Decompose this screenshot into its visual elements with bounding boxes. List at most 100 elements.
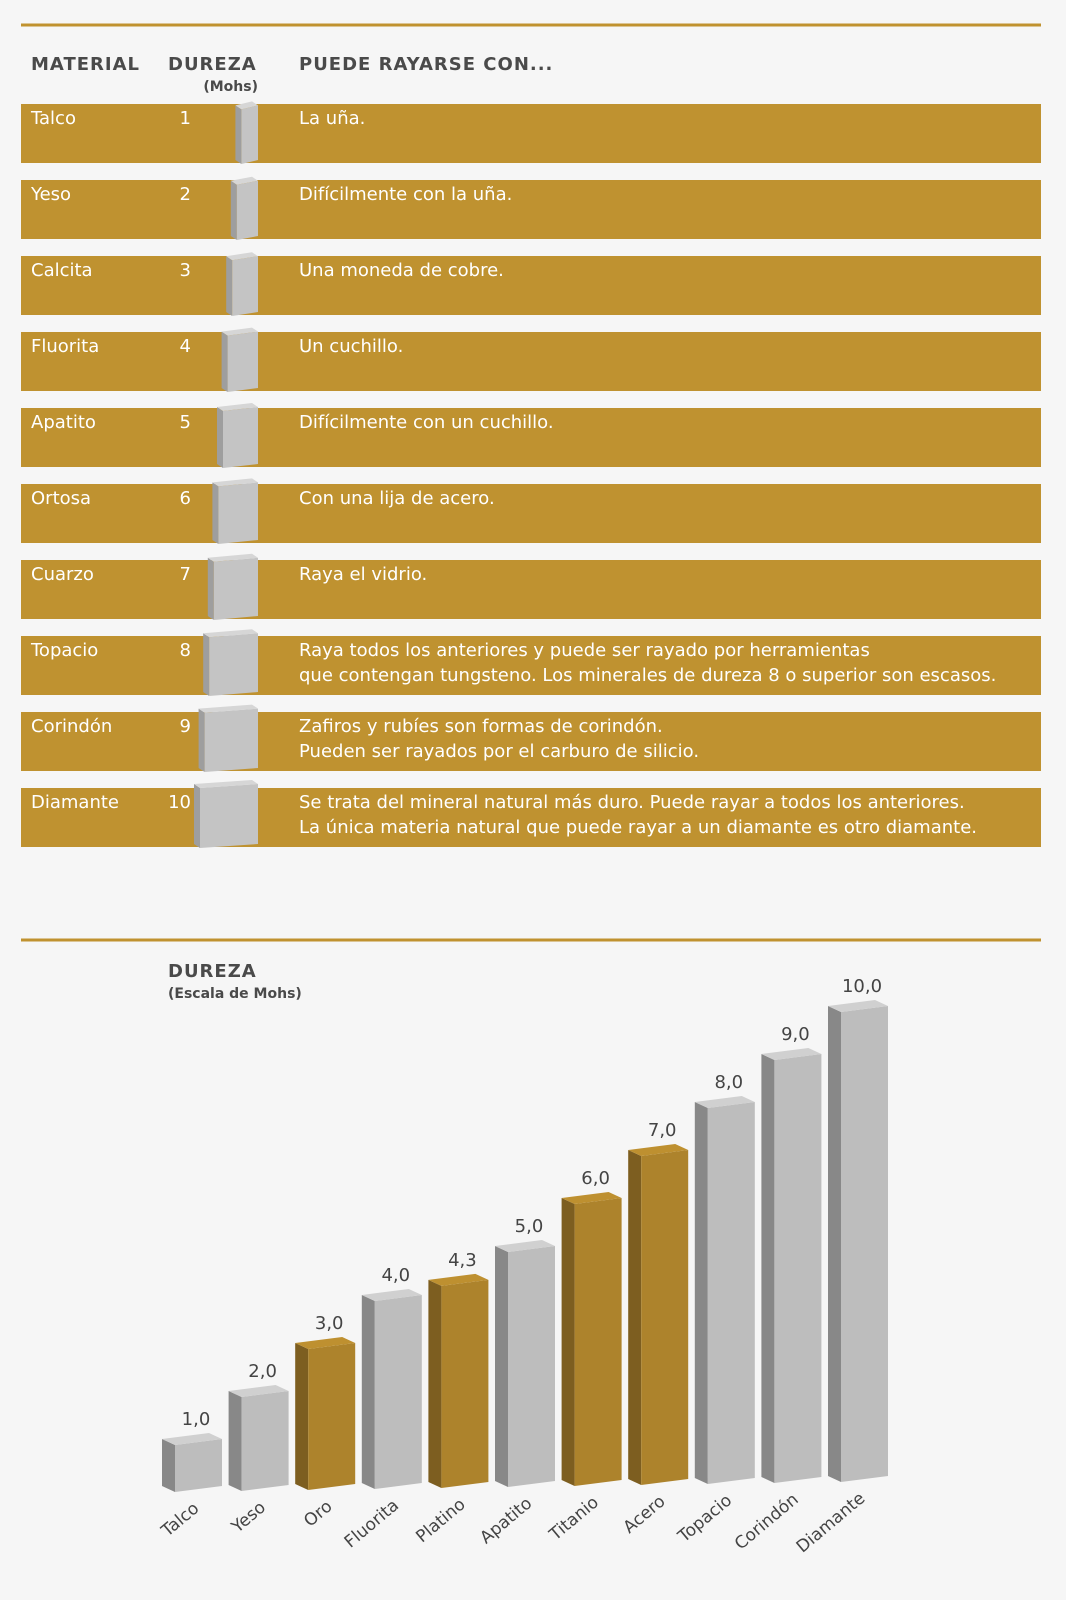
bar-face (707, 1102, 755, 1484)
category-label: Talco (157, 1499, 203, 1542)
material: Topacio (30, 640, 98, 661)
dureza: 5 (180, 412, 191, 433)
bar (495, 1240, 555, 1487)
cube-face (203, 633, 210, 696)
bar-face (361, 1289, 422, 1301)
cube-face (221, 327, 258, 336)
description: Raya todos los anteriores y puede ser ra… (299, 640, 870, 661)
bar-face (828, 1000, 888, 1012)
value-label: 5,0 (515, 1216, 544, 1237)
dureza: 7 (180, 564, 191, 585)
value-label: 1,0 (182, 1409, 211, 1430)
table-row (21, 256, 1041, 315)
bar-face (561, 1198, 575, 1486)
description: Difícilmente con un cuchillo. (299, 412, 554, 433)
bar-face (628, 1150, 642, 1485)
hardness-cube (194, 780, 258, 848)
cube-face (217, 403, 258, 411)
bar (561, 1192, 622, 1486)
table-row (21, 560, 1041, 619)
hardness-cube (230, 176, 258, 240)
bar (228, 1385, 289, 1491)
table-row (21, 104, 1041, 163)
value-label: 8,0 (714, 1072, 743, 1093)
dureza: 6 (180, 488, 191, 509)
bar-face (175, 1439, 222, 1492)
hardness-cube (207, 553, 258, 620)
cube-face (207, 553, 258, 562)
cube-face (223, 407, 258, 468)
hardness-cube (226, 252, 258, 316)
dureza: 1 (180, 108, 191, 129)
category-label: Diamante (793, 1489, 870, 1558)
table-row (21, 636, 1041, 695)
bar (761, 1048, 822, 1483)
header-unit: (Mohs) (203, 79, 258, 95)
cube-face (230, 180, 237, 240)
category-label: Corindón (731, 1490, 803, 1555)
table-row (21, 180, 1041, 239)
bar (628, 1144, 689, 1485)
description: Una moneda de cobre. (299, 260, 504, 281)
cube-face (194, 780, 258, 788)
cube-face (212, 478, 258, 487)
bar-face (361, 1295, 375, 1489)
bar-face (374, 1295, 422, 1489)
material: Talco (30, 108, 76, 129)
description: La única materia natural que puede rayar… (299, 817, 977, 838)
table-row (21, 332, 1041, 391)
value-label: 7,0 (648, 1120, 677, 1141)
hardness-cube (235, 101, 258, 164)
bar-face (694, 1102, 708, 1484)
bar-face (428, 1279, 442, 1488)
hardness-cube (217, 403, 258, 468)
description: Difícilmente con la uña. (299, 184, 512, 205)
cube-face (221, 331, 228, 392)
bar-face (495, 1240, 555, 1252)
bar-face (641, 1150, 689, 1485)
category-label: Oro (300, 1497, 336, 1532)
cube-face (227, 331, 258, 392)
table-row (21, 408, 1041, 467)
material: Calcita (31, 260, 93, 281)
bar (295, 1337, 356, 1490)
bar-face (561, 1192, 622, 1204)
hardness-cube (203, 629, 258, 696)
cube-face (204, 708, 258, 772)
bar-face (162, 1439, 175, 1492)
description: La uña. (299, 108, 365, 129)
bar-face (761, 1048, 822, 1060)
bar-face (162, 1433, 222, 1445)
category-label: Fluorita (341, 1496, 403, 1553)
category-label: Apatito (476, 1494, 536, 1549)
cube-face (200, 784, 258, 848)
bar (828, 1000, 888, 1482)
cube-face (235, 105, 242, 164)
chart-title: DUREZA (168, 961, 257, 982)
value-label: 4,3 (448, 1250, 477, 1271)
hardness-cube (221, 327, 258, 392)
value-label: 4,0 (381, 1265, 410, 1286)
bar-face (295, 1343, 309, 1490)
dureza: 10 (168, 792, 191, 813)
dureza: 2 (180, 184, 191, 205)
bar-face (495, 1246, 508, 1487)
category-label: Yeso (227, 1498, 270, 1538)
description: Pueden ser rayados por el carburo de sil… (299, 741, 699, 762)
header-material: MATERIAL (31, 54, 140, 75)
value-label: 3,0 (315, 1313, 344, 1334)
material: Fluorita (31, 336, 99, 357)
table-row (21, 788, 1041, 847)
bar-face (441, 1279, 489, 1488)
cube-face (226, 256, 233, 316)
bar-face (694, 1096, 755, 1108)
description: Con una lija de acero. (299, 488, 495, 509)
cube-face (235, 101, 258, 110)
description: que contengan tungsteno. Los minerales d… (299, 665, 996, 686)
value-label: 10,0 (842, 976, 882, 997)
cube-face (198, 708, 205, 772)
bar (361, 1289, 422, 1489)
value-label: 9,0 (781, 1024, 810, 1045)
cube-face (194, 784, 200, 848)
cube-face (207, 557, 214, 620)
